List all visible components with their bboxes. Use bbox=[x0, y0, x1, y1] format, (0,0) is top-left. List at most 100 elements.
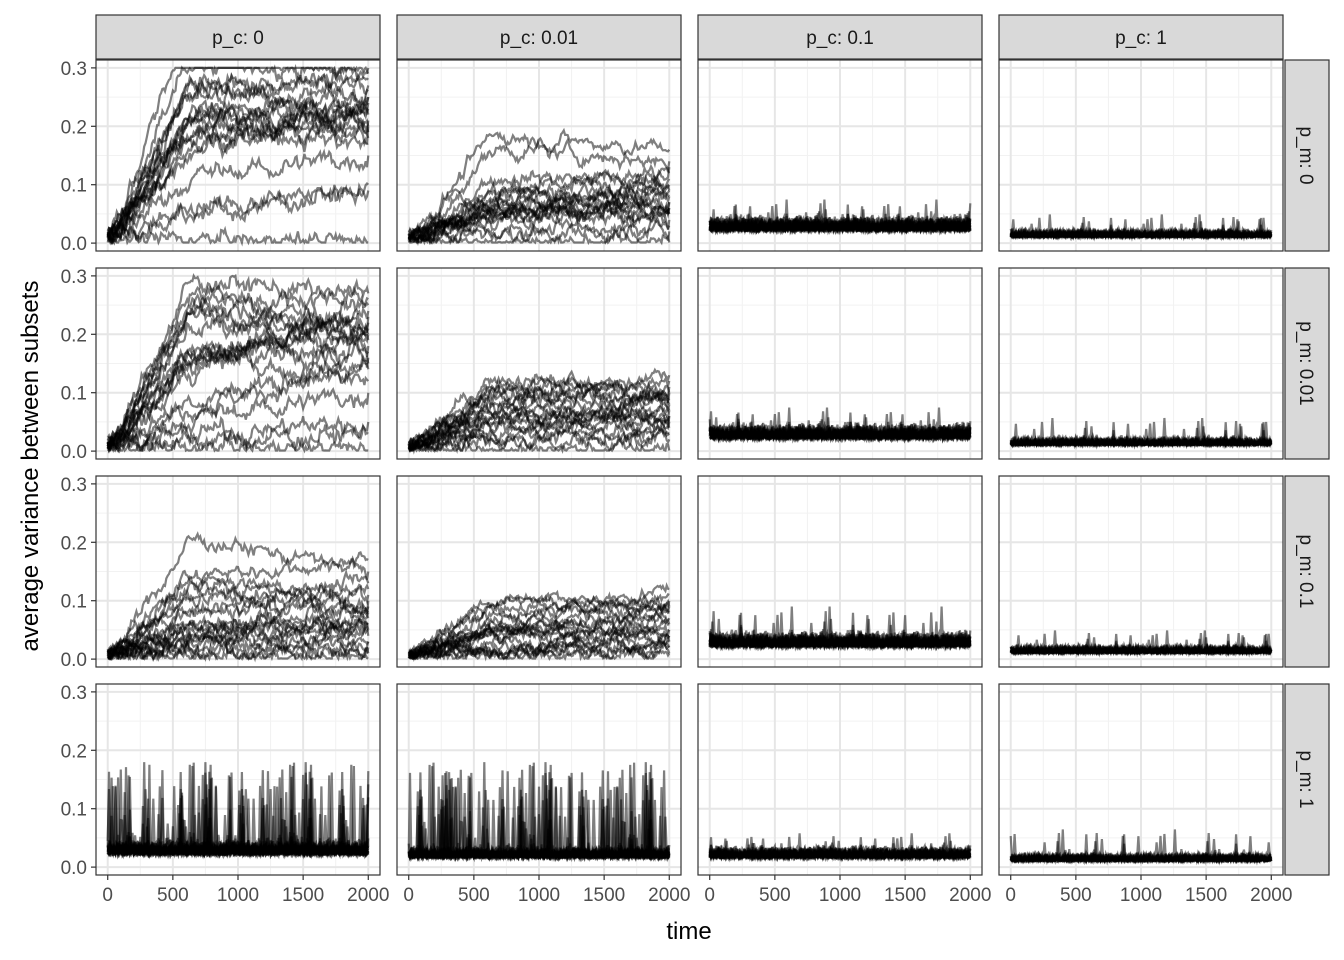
y-tick-label: 0.1 bbox=[61, 800, 87, 821]
x-tick-label: 1000 bbox=[217, 885, 259, 906]
series-line bbox=[407, 137, 671, 240]
series-line bbox=[408, 168, 671, 238]
series-line bbox=[107, 569, 370, 661]
series-line bbox=[1010, 217, 1273, 241]
row-strip bbox=[1284, 475, 1330, 668]
series-line bbox=[408, 216, 671, 246]
panel-border bbox=[697, 59, 983, 252]
panel-border bbox=[697, 475, 983, 668]
series-line bbox=[708, 414, 972, 444]
series-line bbox=[106, 387, 370, 454]
row-strip bbox=[1284, 267, 1330, 460]
column-strip bbox=[95, 14, 381, 60]
series-line bbox=[408, 229, 671, 246]
axes-layer: 0.0 0.1 0.2 0.3 0.0 0.1 0.2 0.3 0.0 0.1 0.2 0.3 0.0 0… bbox=[61, 59, 1293, 906]
series-line bbox=[407, 127, 671, 243]
y-tick-label: 0.3 bbox=[61, 683, 87, 704]
panel-border bbox=[396, 475, 682, 668]
series-line bbox=[1009, 633, 1273, 657]
series-line bbox=[107, 148, 370, 246]
series-line bbox=[106, 432, 369, 454]
series-line bbox=[407, 425, 671, 455]
series-line bbox=[407, 637, 670, 661]
series-line bbox=[107, 110, 370, 238]
series-line bbox=[709, 614, 972, 652]
x-tick-label: 1000 bbox=[819, 885, 861, 906]
y-tick-label: 0.2 bbox=[61, 533, 87, 554]
series-line bbox=[106, 639, 370, 663]
series-line bbox=[1010, 421, 1273, 449]
series-line bbox=[408, 415, 671, 451]
series-line bbox=[106, 114, 369, 237]
series-line bbox=[106, 311, 370, 450]
row-strip-label: p_m: 0.01 bbox=[1295, 321, 1316, 406]
series-line bbox=[407, 762, 671, 862]
row-strip-label: p_m: 0 bbox=[1295, 126, 1316, 184]
x-tick-label: 0 bbox=[704, 885, 715, 906]
row-strip-label: p_m: 1 bbox=[1295, 750, 1316, 808]
column-strip-label: p_c: 0 bbox=[212, 28, 264, 49]
x-tick-label: 0 bbox=[1005, 885, 1016, 906]
series-line bbox=[407, 434, 671, 454]
column-strip-label: p_c: 1 bbox=[1115, 28, 1167, 49]
x-tick-label: 1500 bbox=[282, 885, 324, 906]
x-tick-label: 500 bbox=[157, 885, 189, 906]
x-tick-label: 500 bbox=[458, 885, 490, 906]
panel-border bbox=[396, 267, 682, 460]
panel-border bbox=[95, 475, 381, 668]
y-axis-title: average variance between subsets bbox=[17, 281, 44, 652]
x-tick-label: 1500 bbox=[884, 885, 926, 906]
series-line bbox=[106, 343, 370, 454]
x-axis-title: time bbox=[666, 918, 711, 945]
series-line bbox=[106, 77, 369, 238]
series-line bbox=[408, 203, 671, 245]
y-tick-label: 0.3 bbox=[61, 475, 87, 496]
series-line bbox=[106, 272, 369, 454]
y-tick-label: 0.2 bbox=[61, 741, 87, 762]
y-tick-label: 0.3 bbox=[61, 59, 87, 80]
x-tick-label: 2000 bbox=[347, 885, 389, 906]
row-strip bbox=[1284, 683, 1330, 876]
series-line bbox=[106, 643, 369, 662]
series-line bbox=[106, 358, 370, 452]
panel-border bbox=[998, 475, 1284, 668]
series-line bbox=[107, 79, 370, 238]
series-line bbox=[106, 65, 370, 242]
x-tick-label: 2000 bbox=[1250, 885, 1292, 906]
x-tick-label: 2000 bbox=[648, 885, 690, 906]
x-tick-label: 0 bbox=[102, 885, 113, 906]
series-line bbox=[708, 836, 972, 863]
series-line bbox=[408, 592, 670, 658]
panel-grid-layer bbox=[96, 60, 1283, 875]
series-line bbox=[106, 335, 370, 449]
series-line bbox=[106, 531, 370, 660]
series-line bbox=[107, 292, 370, 454]
series-line bbox=[106, 422, 369, 453]
series-line bbox=[106, 221, 369, 247]
series-lines-layer bbox=[106, 63, 1273, 866]
y-tick-label: 0.0 bbox=[61, 234, 87, 255]
series-line bbox=[107, 352, 370, 450]
column-strip bbox=[998, 14, 1284, 60]
x-tick-label: 500 bbox=[759, 885, 791, 906]
x-tick-label: 0 bbox=[403, 885, 414, 906]
series-line bbox=[106, 578, 370, 656]
panel-border bbox=[95, 59, 381, 252]
column-strip bbox=[697, 14, 983, 60]
panel-border bbox=[998, 267, 1284, 460]
column-strip-label: p_c: 0.01 bbox=[500, 28, 578, 49]
x-tick-label: 1000 bbox=[518, 885, 560, 906]
series-line bbox=[407, 194, 671, 241]
series-line bbox=[106, 614, 370, 661]
series-line bbox=[107, 764, 370, 860]
panel-border bbox=[697, 267, 983, 460]
y-tick-label: 0.1 bbox=[61, 384, 87, 405]
series-line bbox=[106, 596, 370, 661]
row-strip bbox=[1284, 59, 1330, 252]
y-tick-label: 0.1 bbox=[61, 176, 87, 197]
y-tick-label: 0.0 bbox=[61, 650, 87, 671]
panel-border bbox=[396, 59, 682, 252]
row-strip-label: p_m: 0.1 bbox=[1295, 535, 1316, 609]
x-tick-label: 1500 bbox=[1185, 885, 1227, 906]
